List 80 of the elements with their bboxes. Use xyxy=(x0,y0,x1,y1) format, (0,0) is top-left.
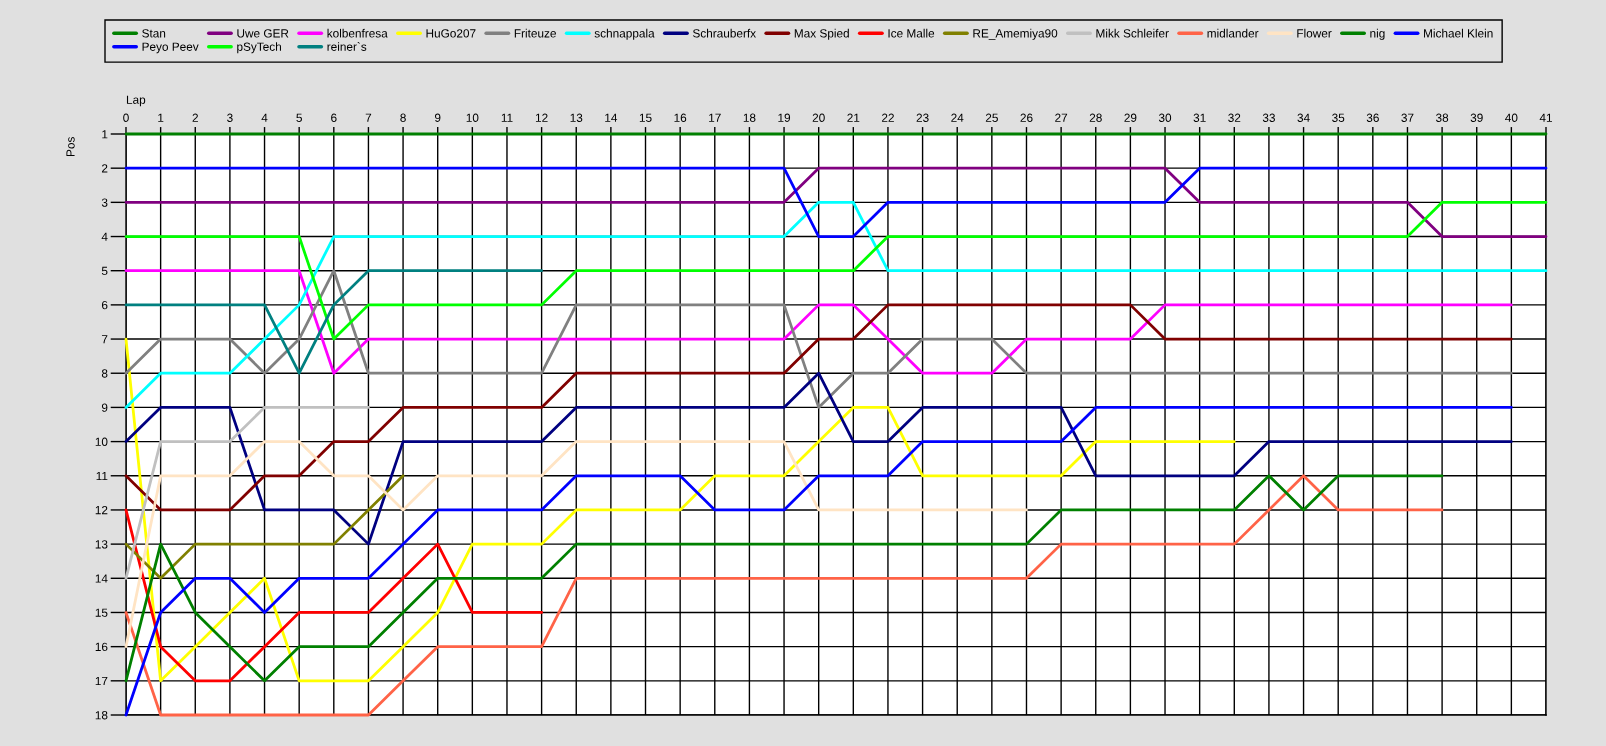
x-tick-label: 12 xyxy=(535,113,548,122)
x-tick-label: 34 xyxy=(1297,113,1310,122)
legend-label: schnappala xyxy=(594,28,655,40)
legend-label: Stan xyxy=(142,29,166,38)
x-tick-label: 13 xyxy=(570,113,583,122)
y-tick-label: 6 xyxy=(101,300,108,310)
legend-label: Friteuze xyxy=(514,28,556,38)
legend-label: pSyTech xyxy=(237,42,281,54)
legend-label: midlander xyxy=(1207,28,1259,38)
x-tick-label: 14 xyxy=(605,113,618,122)
x-tick-label: 25 xyxy=(985,113,998,122)
legend-label: Schrauberfx xyxy=(692,28,756,38)
y-tick-label: 16 xyxy=(95,642,108,652)
x-tick-label: 35 xyxy=(1332,113,1345,122)
x-tick-label: 22 xyxy=(881,113,894,122)
x-tick-label: 33 xyxy=(1262,113,1275,122)
y-tick-label: 8 xyxy=(101,369,108,378)
y-tick-label: 12 xyxy=(95,505,108,515)
x-tick-label: 23 xyxy=(916,113,929,122)
y-tick-label: 9 xyxy=(101,403,108,412)
x-tick-label: 39 xyxy=(1470,113,1483,122)
y-tick-label: 5 xyxy=(101,266,108,276)
x-tick-label: 2 xyxy=(192,113,198,122)
legend-label: RE_Amemiya90 xyxy=(973,28,1058,40)
x-tick-label: 36 xyxy=(1366,113,1379,122)
y-tick-label: 14 xyxy=(95,574,108,583)
x-tick-label: 28 xyxy=(1089,113,1102,122)
x-tick-label: 6 xyxy=(331,113,337,122)
x-tick-label: 41 xyxy=(1539,113,1552,122)
x-tick-label: 3 xyxy=(227,113,233,122)
legend-label: Uwe GER xyxy=(237,29,289,38)
legend-label: kolbenfresa xyxy=(327,28,388,38)
x-tick-label: 0 xyxy=(123,113,129,122)
x-tick-label: 27 xyxy=(1055,113,1068,122)
legend-label: Mikk Schleifer xyxy=(1096,28,1169,38)
x-tick-label: 19 xyxy=(778,113,791,122)
x-tick-label: 15 xyxy=(639,113,652,122)
x-axis-title: Lap xyxy=(126,95,146,107)
legend-label: nig xyxy=(1370,28,1385,40)
y-tick-label: 18 xyxy=(95,711,108,720)
legend-label: Flower xyxy=(1297,28,1332,38)
x-tick-label: 21 xyxy=(847,113,860,122)
x-tick-label: 38 xyxy=(1435,113,1449,122)
legend-label: Michael Klein xyxy=(1424,28,1493,38)
x-tick-label: 40 xyxy=(1505,113,1518,122)
y-tick-label: 2 xyxy=(101,164,108,173)
x-tick-label: 4 xyxy=(261,113,268,122)
x-tick-label: 7 xyxy=(365,113,372,122)
y-tick-label: 10 xyxy=(95,437,108,446)
y-axis-title: Pos xyxy=(66,137,75,156)
x-tick-label: 31 xyxy=(1193,113,1206,122)
legend-label: Peyo Peev xyxy=(142,42,199,54)
x-tick-label: 24 xyxy=(951,113,964,122)
y-tick-label: 7 xyxy=(101,335,108,344)
y-tick-label: 13 xyxy=(95,540,108,549)
legend-label: Ice Malle xyxy=(888,28,935,38)
x-tick-label: 20 xyxy=(812,113,825,122)
x-tick-label: 32 xyxy=(1228,113,1241,122)
x-tick-label: 9 xyxy=(434,113,441,122)
x-tick-label: 18 xyxy=(743,113,756,122)
x-tick-label: 8 xyxy=(400,113,406,122)
x-tick-label: 29 xyxy=(1124,113,1137,122)
y-tick-label: 3 xyxy=(101,198,108,207)
x-tick-label: 16 xyxy=(674,113,687,122)
y-tick-label: 1 xyxy=(102,130,108,139)
x-tick-label: 10 xyxy=(466,113,479,122)
legend-label: reiner`s xyxy=(327,42,367,51)
y-tick-label: 17 xyxy=(95,676,108,686)
x-tick-label: 30 xyxy=(1158,113,1172,122)
y-tick-label: 4 xyxy=(101,232,108,241)
y-tick-label: 15 xyxy=(95,608,108,617)
x-tick-label: 26 xyxy=(1020,113,1033,122)
x-tick-label: 1 xyxy=(158,113,164,122)
y-tick-label: 11 xyxy=(96,471,108,481)
legend-label: HuGo207 xyxy=(426,29,476,38)
x-tick-label: 17 xyxy=(709,113,721,122)
x-tick-label: 37 xyxy=(1401,113,1414,122)
legend-label: Max Spied xyxy=(794,28,849,40)
x-tick-label: 5 xyxy=(296,113,302,122)
x-tick-label: 11 xyxy=(501,113,513,122)
